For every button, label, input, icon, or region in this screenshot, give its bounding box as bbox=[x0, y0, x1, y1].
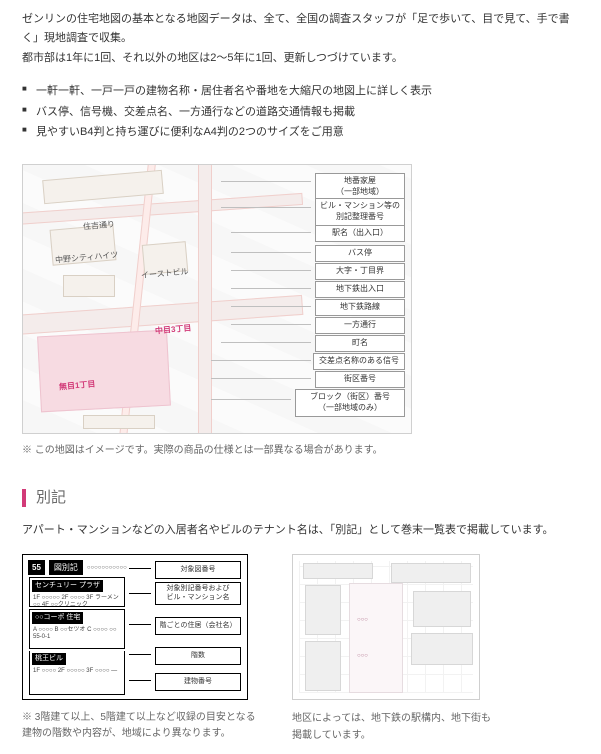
legend-item: 駅名（出入口） bbox=[315, 225, 405, 241]
bekki-box-lines: 1F ○○○○ 2F ○○○○○ 3F ○○○○ — bbox=[30, 667, 124, 676]
intro-block: ゼンリンの住宅地図の基本となる地図データは、全て、全国の調査スタッフが「足で歩い… bbox=[22, 10, 579, 68]
legend-item: 大字・丁目界 bbox=[315, 263, 405, 279]
feature-item: 一軒一軒、一戸一戸の建物名称・居住者名や番地を大縮尺の地図上に詳しく表示 bbox=[22, 82, 579, 101]
legend-item: 地番家屋（一部地域） bbox=[315, 173, 405, 201]
bekki-tag: 対象図番号 bbox=[155, 561, 241, 579]
legend-item: ブロック（街区）番号（一部地域のみ） bbox=[295, 389, 405, 417]
bekki-box-title: ○○コーポ 住宅 bbox=[32, 612, 83, 624]
bekki-tag: 階数 bbox=[155, 647, 241, 665]
legend-item: ビル・マンション等の別記整理番号 bbox=[315, 198, 405, 226]
bekki-box-lines: A ○○○○ B ○○セツオ C ○○○○ ○○ 55-0-1 bbox=[30, 626, 124, 642]
bekki-paragraph: アパート・マンションなどの入居者名やビルのテナント名は、「別記」として巻末一覧表… bbox=[22, 521, 579, 540]
map-illustration: 住吉通り 中野シティハイツ イーストビル 中目3丁目 無目1丁目 地番家屋（一部… bbox=[22, 164, 412, 434]
legend-item: 一方通行 bbox=[315, 317, 405, 333]
bekki-box-lines: 1F ○○○○○ 2F ○○○○ 3F ラーメン○○ 4F ○○クリニック bbox=[30, 594, 124, 610]
feature-item: バス停、信号機、交差点名、一方通行などの道路交通情報も掲載 bbox=[22, 103, 579, 122]
bekki-box-title: センチュリー プラザ bbox=[32, 580, 103, 592]
feature-item: 見やすいB4判と持ち運びに便利なA4判の2つのサイズをご用意 bbox=[22, 123, 579, 142]
intro-line-1: ゼンリンの住宅地図の基本となる地図データは、全て、全国の調査スタッフが「足で歩い… bbox=[22, 10, 579, 47]
legend-item: バス停 bbox=[315, 245, 405, 261]
legend-item: 地下鉄路線 bbox=[315, 299, 405, 315]
bekki-row: 55 図別記 ○○○○○○○○○○○ センチュリー プラザ 1F ○○○○○ 2… bbox=[22, 554, 579, 744]
bekki-box-title: 桃王ビル bbox=[32, 653, 66, 665]
bekki-tag: 対象別記番号およびビル・マンション名 bbox=[155, 582, 241, 606]
legend-item: 町名 bbox=[315, 335, 405, 351]
map-note: ※ この地図はイメージです。実際の商品の仕様とは一部異なる場合があります。 bbox=[22, 442, 579, 459]
legend-item: 街区番号 bbox=[315, 371, 405, 387]
section-heading-bekki: 別記 bbox=[22, 489, 579, 507]
bekki-tag: 建物番号 bbox=[155, 673, 241, 691]
bekki-figure: 55 図別記 ○○○○○○○○○○○ センチュリー プラザ 1F ○○○○○ 2… bbox=[22, 554, 248, 700]
bekki-note: ※ 3階建て以上、5階建て以上など収録の目安となる建物の階数や内容が、地域により… bbox=[22, 710, 258, 742]
legend-item: 地下鉄出入口 bbox=[315, 281, 405, 297]
map-figure: 住吉通り 中野シティハイツ イーストビル 中目3丁目 無目1丁目 地番家屋（一部… bbox=[22, 164, 579, 459]
station-note: 地区によっては、地下鉄の駅構内、地下街も掲載しています。 bbox=[292, 710, 492, 744]
bekki-chip-number: 55 bbox=[28, 560, 45, 576]
bekki-tag: 階ごとの住居（会社名） bbox=[155, 617, 241, 635]
station-figure: ○○○ ○○○ bbox=[292, 554, 480, 700]
intro-line-2: 都市部は1年に1回、それ以外の地区は2～5年に1回、更新しつづけています。 bbox=[22, 49, 579, 68]
bekki-chip-label: 図別記 bbox=[49, 560, 83, 576]
bekki-left-col: 55 図別記 ○○○○○○○○○○○ センチュリー プラザ 1F ○○○○○ 2… bbox=[22, 554, 258, 742]
feature-list: 一軒一軒、一戸一戸の建物名称・居住者名や番地を大縮尺の地図上に詳しく表示 バス停… bbox=[22, 82, 579, 142]
bekki-right-col: ○○○ ○○○ 地区によっては、地下鉄の駅構内、地下街も掲載しています。 bbox=[292, 554, 492, 744]
legend-item: 交差点名称のある信号 bbox=[313, 353, 405, 369]
